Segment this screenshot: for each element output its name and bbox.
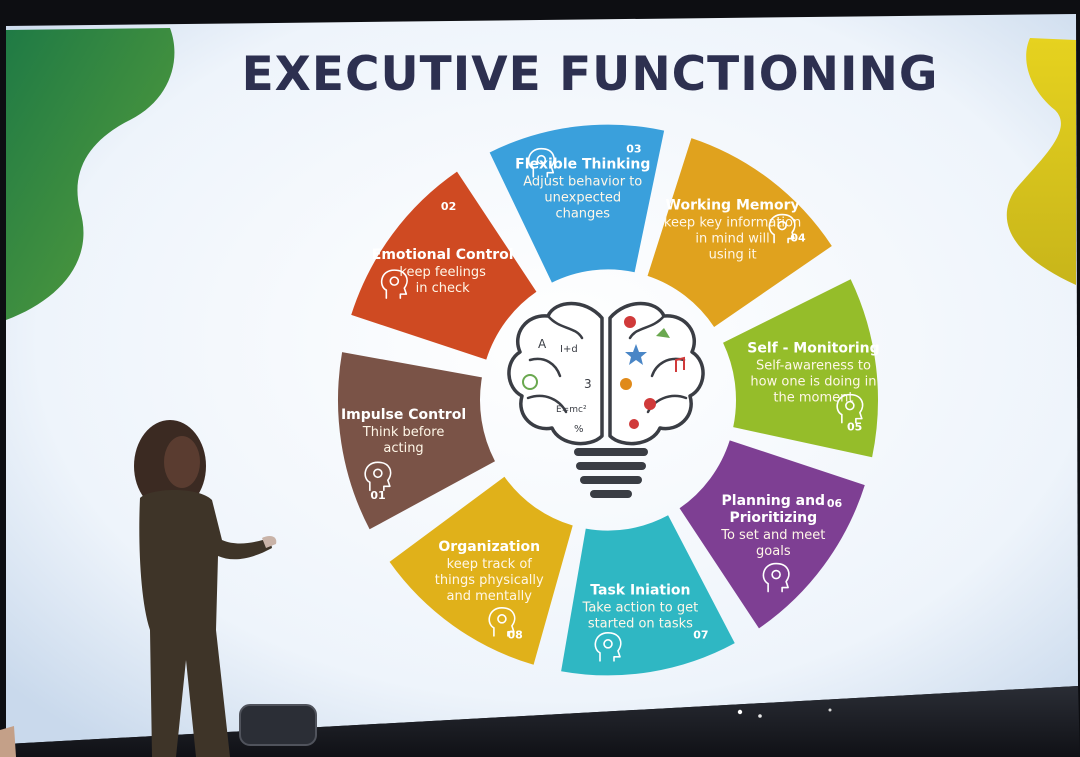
segment-description: in mind will (695, 231, 769, 246)
segment-description: changes (555, 206, 610, 221)
emotion-head-icon (380, 269, 408, 299)
segment-description: and mentally (447, 589, 533, 604)
presenter-hand (262, 536, 277, 548)
segment-title: Prioritizing (729, 510, 817, 526)
brain-doodle: % (574, 424, 584, 435)
segment-description: To set and meet (720, 528, 825, 543)
brain-icon (488, 607, 516, 637)
lightbulb-base-bar (574, 448, 648, 456)
segment-description: goals (756, 544, 791, 559)
stage-light (758, 714, 762, 718)
brain-doodle-flower (629, 419, 639, 429)
segment-title: Working Memory (666, 197, 800, 213)
segment-impulse-control-shape (337, 352, 495, 530)
brain-doodle: I+d (560, 344, 578, 355)
segment-working-memory-shape (647, 138, 832, 327)
brain-doodle-heart (624, 316, 636, 328)
yellow-blob-decoration (1006, 38, 1076, 285)
stage-monitor (239, 704, 317, 746)
segment-title: Impulse Control (341, 407, 466, 423)
segment-title: Emotional Control (372, 247, 514, 263)
segment-description: acting (383, 441, 423, 456)
segment-description: using it (709, 247, 757, 262)
brain-fold-lines (526, 314, 688, 414)
segment-emotional-control-shape (351, 171, 537, 360)
lightbulb-base-bar (576, 462, 646, 470)
brain-doodle-star (625, 344, 647, 365)
segment-description: keep key information (664, 215, 801, 230)
lightbulb-head-icon (762, 562, 790, 593)
segment-description: in check (416, 281, 471, 296)
brain-doodle-heart (644, 398, 656, 410)
segment-title: Planning and (722, 493, 826, 509)
brain-lightbulb-icon: A I+d 3 E=mc² % (507, 301, 705, 498)
segment-number: 05 (847, 420, 862, 433)
segment-description: how one is doing in (750, 374, 876, 389)
segment-number: 03 (626, 142, 641, 155)
segment-description: Think before (362, 425, 445, 440)
segment-description: things physically (435, 573, 544, 588)
brain-doodle-leaf (656, 328, 670, 338)
segment-flexible-thinking: Flexible Thinking Adjust behavior tounexp… (489, 124, 665, 283)
idea-bulb-icon (594, 632, 622, 662)
brain-head-icon (768, 213, 796, 244)
segment-number: 01 (370, 489, 385, 502)
segment-description: started on tasks (588, 617, 693, 632)
lightbulb-base-bar (590, 490, 632, 498)
segment-title: Self - Monitoring (747, 340, 879, 356)
small-floor-object (0, 726, 16, 757)
segment-number: 06 (827, 497, 843, 510)
brain-doodle-bulb (620, 378, 632, 390)
presenter-silhouette (134, 420, 277, 757)
segment-description: the moment (773, 390, 853, 405)
scribble-head-icon (527, 147, 555, 178)
brain-left-hemisphere (507, 301, 604, 446)
segment-description: Adjust behavior to (523, 174, 642, 189)
segment-number: 02 (441, 200, 456, 213)
segment-number: 08 (507, 629, 522, 642)
green-blob-decoration (6, 28, 175, 320)
segment-description: Take action to get (582, 601, 699, 616)
stage-light (737, 709, 743, 715)
presenter-face (164, 436, 200, 488)
stage-light (828, 708, 832, 712)
segment-planning-prioritizing-shape (679, 440, 865, 629)
segment-title: Task Iniation (590, 583, 690, 599)
segment-description: keep feelings (399, 265, 486, 280)
monitor-person-icon (836, 393, 864, 424)
segment-description: unexpected (544, 190, 621, 205)
segment-number: 04 (790, 231, 806, 244)
segment-title: Flexible Thinking (515, 156, 650, 172)
brain-doodle: A (538, 337, 547, 351)
segment-description: keep track of (447, 557, 533, 572)
presenter-body (139, 490, 272, 757)
brain-doodle-music (675, 356, 685, 372)
brain-right-hemisphere (608, 301, 705, 446)
segment-number: 07 (693, 629, 708, 642)
segment-description: Self-awareness to (756, 358, 871, 373)
lightbulb-base-bar (580, 476, 642, 484)
brain-doodle: 3 (584, 377, 592, 391)
brain-doodle: E=mc² (556, 405, 587, 415)
slide-title: EXECUTIVE FUNCTIONING (242, 47, 939, 102)
segment-organization-shape (389, 476, 573, 665)
segment-title: Organization (438, 539, 540, 555)
segment-flexible-thinking-shape (489, 124, 665, 283)
brain-doodle-circle (522, 374, 538, 390)
gears-head-icon (364, 461, 392, 492)
segment-task-initiation-shape (561, 515, 735, 676)
